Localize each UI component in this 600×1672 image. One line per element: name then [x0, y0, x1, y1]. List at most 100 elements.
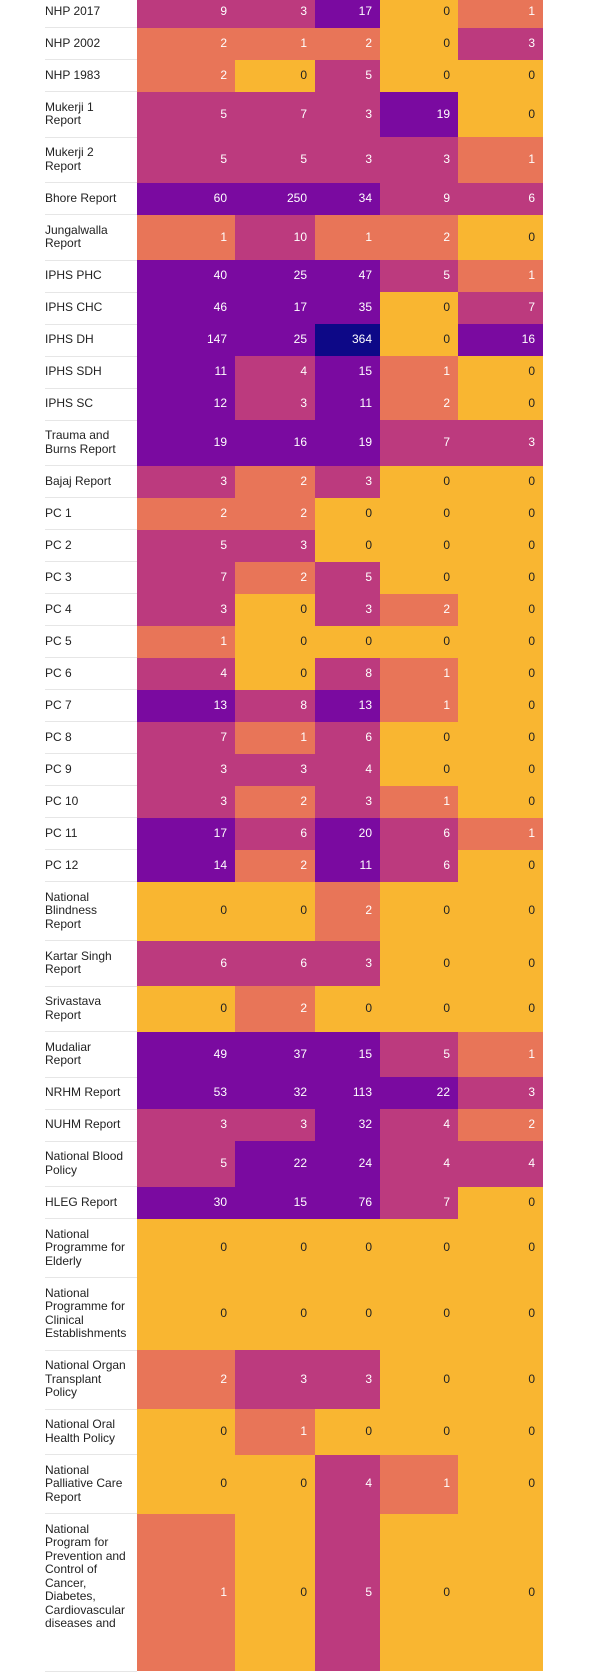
- heatmap-cell: 1: [458, 260, 543, 292]
- heatmap-cell: 0: [315, 497, 380, 530]
- row-label: PC 9: [45, 753, 137, 786]
- heatmap-cell: 11: [137, 356, 235, 388]
- heatmap-cell: 17: [315, 0, 380, 28]
- row-label: NHP 1983: [45, 59, 137, 92]
- heatmap-cell: 7: [137, 721, 235, 754]
- heatmap-cell: 0: [137, 881, 235, 941]
- table-row: Jungalwalla Report 1 10 1 2 0: [45, 214, 543, 261]
- row-label: PC 11: [45, 817, 137, 850]
- heatmap-cell: 10: [235, 214, 315, 260]
- heatmap-cell: 3: [315, 91, 380, 137]
- heatmap-cell: 5: [380, 260, 458, 292]
- row-label: NHP 2002: [45, 27, 137, 60]
- heatmap-cell: 20: [315, 817, 380, 850]
- heatmap-cell: 3: [137, 1109, 235, 1141]
- heatmap-cell: 3: [380, 137, 458, 183]
- heatmap-cell: 0: [458, 388, 543, 420]
- heatmap-cell: 2: [235, 785, 315, 818]
- heatmap-cell: 2: [137, 497, 235, 530]
- heatmap-cell: 0: [458, 689, 543, 722]
- heatmap-cell: 47: [315, 260, 380, 292]
- row-label: National Programme for Elderly: [45, 1218, 137, 1278]
- row-label: IPHS DH: [45, 324, 137, 357]
- heatmap-cell: 34: [315, 182, 380, 215]
- heatmap-cell: 5: [137, 1141, 235, 1187]
- row-label: National Programme for Clinical Establis…: [45, 1277, 137, 1351]
- heatmap-cell: 3: [235, 1109, 315, 1141]
- row-label: NHP 2017: [45, 0, 137, 28]
- heatmap-cell: 2: [235, 465, 315, 498]
- heatmap-cell: 3: [458, 1077, 543, 1109]
- row-label: PC 3: [45, 561, 137, 594]
- heatmap-cell: 0: [458, 1454, 543, 1514]
- heatmap-cell: 3: [315, 1350, 380, 1409]
- heatmap-cell: 0: [315, 1409, 380, 1455]
- heatmap-cell: 1: [380, 689, 458, 722]
- heatmap-cell: 3: [315, 137, 380, 183]
- heatmap-cell: 1: [137, 1513, 235, 1672]
- row-label: PC 2: [45, 529, 137, 562]
- heatmap-cell: 6: [315, 721, 380, 754]
- heatmap-cell: 1: [315, 214, 380, 260]
- heatmap-cell: 0: [458, 785, 543, 818]
- heatmap-cell: 2: [137, 1350, 235, 1409]
- heatmap-cell: 76: [315, 1186, 380, 1219]
- heatmap-cell: 0: [235, 1513, 315, 1672]
- table-row: National Palliative Care Report 0 0 4 1 0: [45, 1454, 543, 1514]
- heatmap-cell: 17: [137, 817, 235, 850]
- heatmap-cell: 30: [137, 1186, 235, 1219]
- heatmap-cell: 2: [380, 214, 458, 260]
- table-row: Mukerji 1 Report 5 7 3 19 0: [45, 91, 543, 138]
- table-row: Bhore Report 60 250 34 9 6: [45, 182, 543, 215]
- heatmap-cell: 2: [380, 388, 458, 420]
- row-label: PC 12: [45, 849, 137, 882]
- heatmap-cell: 1: [235, 1409, 315, 1455]
- heatmap-cell: 2: [458, 1109, 543, 1141]
- heatmap-cell: 9: [380, 182, 458, 215]
- heatmap-cell: 5: [315, 561, 380, 594]
- heatmap-cell: 0: [380, 561, 458, 594]
- table-row: National Blood Policy 5 22 24 4 4: [45, 1141, 543, 1187]
- table-row: PC 11 17 6 20 6 1: [45, 817, 543, 850]
- heatmap-cell: 1: [458, 137, 543, 183]
- heatmap-cell: 0: [380, 625, 458, 658]
- heatmap-cell: 4: [380, 1141, 458, 1187]
- heatmap-cell: 0: [380, 497, 458, 530]
- heatmap-cell: 0: [380, 1513, 458, 1672]
- heatmap-cell: 7: [458, 292, 543, 324]
- heatmap-cell: 0: [458, 986, 543, 1032]
- heatmap-cell: 32: [315, 1109, 380, 1141]
- heatmap-cell: 0: [380, 1277, 458, 1350]
- heatmap-cell: 0: [458, 529, 543, 562]
- heatmap-cell: 32: [235, 1077, 315, 1109]
- heatmap-cell: 0: [137, 1277, 235, 1350]
- heatmap-cell: 0: [380, 1218, 458, 1278]
- row-label: PC 5: [45, 625, 137, 658]
- row-label: National Blood Policy: [45, 1141, 137, 1187]
- row-label: National Program for Prevention and Cont…: [45, 1513, 137, 1672]
- heatmap-cell: 2: [235, 986, 315, 1032]
- heatmap-cell: 0: [315, 625, 380, 658]
- heatmap-cell: 0: [458, 91, 543, 137]
- heatmap-cell: 4: [458, 1141, 543, 1187]
- heatmap-cell: 0: [380, 292, 458, 324]
- row-label: IPHS PHC: [45, 260, 137, 293]
- table-row: National Programme for Clinical Establis…: [45, 1277, 543, 1351]
- heatmap-cell: 11: [315, 849, 380, 882]
- heatmap-cell: 1: [380, 657, 458, 690]
- heatmap-cell: 0: [235, 881, 315, 941]
- heatmap-cell: 53: [137, 1077, 235, 1109]
- heatmap-cell: 7: [137, 561, 235, 594]
- heatmap-cell: 0: [380, 465, 458, 498]
- heatmap-cell: 22: [380, 1077, 458, 1109]
- heatmap-cell: 2: [137, 59, 235, 92]
- row-label: IPHS CHC: [45, 292, 137, 325]
- heatmap-cell: 0: [380, 529, 458, 562]
- heatmap-cell: 6: [380, 849, 458, 882]
- heatmap-cell: 13: [137, 689, 235, 722]
- heatmap-cell: 0: [458, 881, 543, 941]
- heatmap-table: NHP 2017 9 3 17 0 1 NHP 2002 2 1 2 0 3 NHP 1983 2 0 5 0 0…: [45, 0, 543, 1672]
- heatmap-cell: 0: [380, 59, 458, 92]
